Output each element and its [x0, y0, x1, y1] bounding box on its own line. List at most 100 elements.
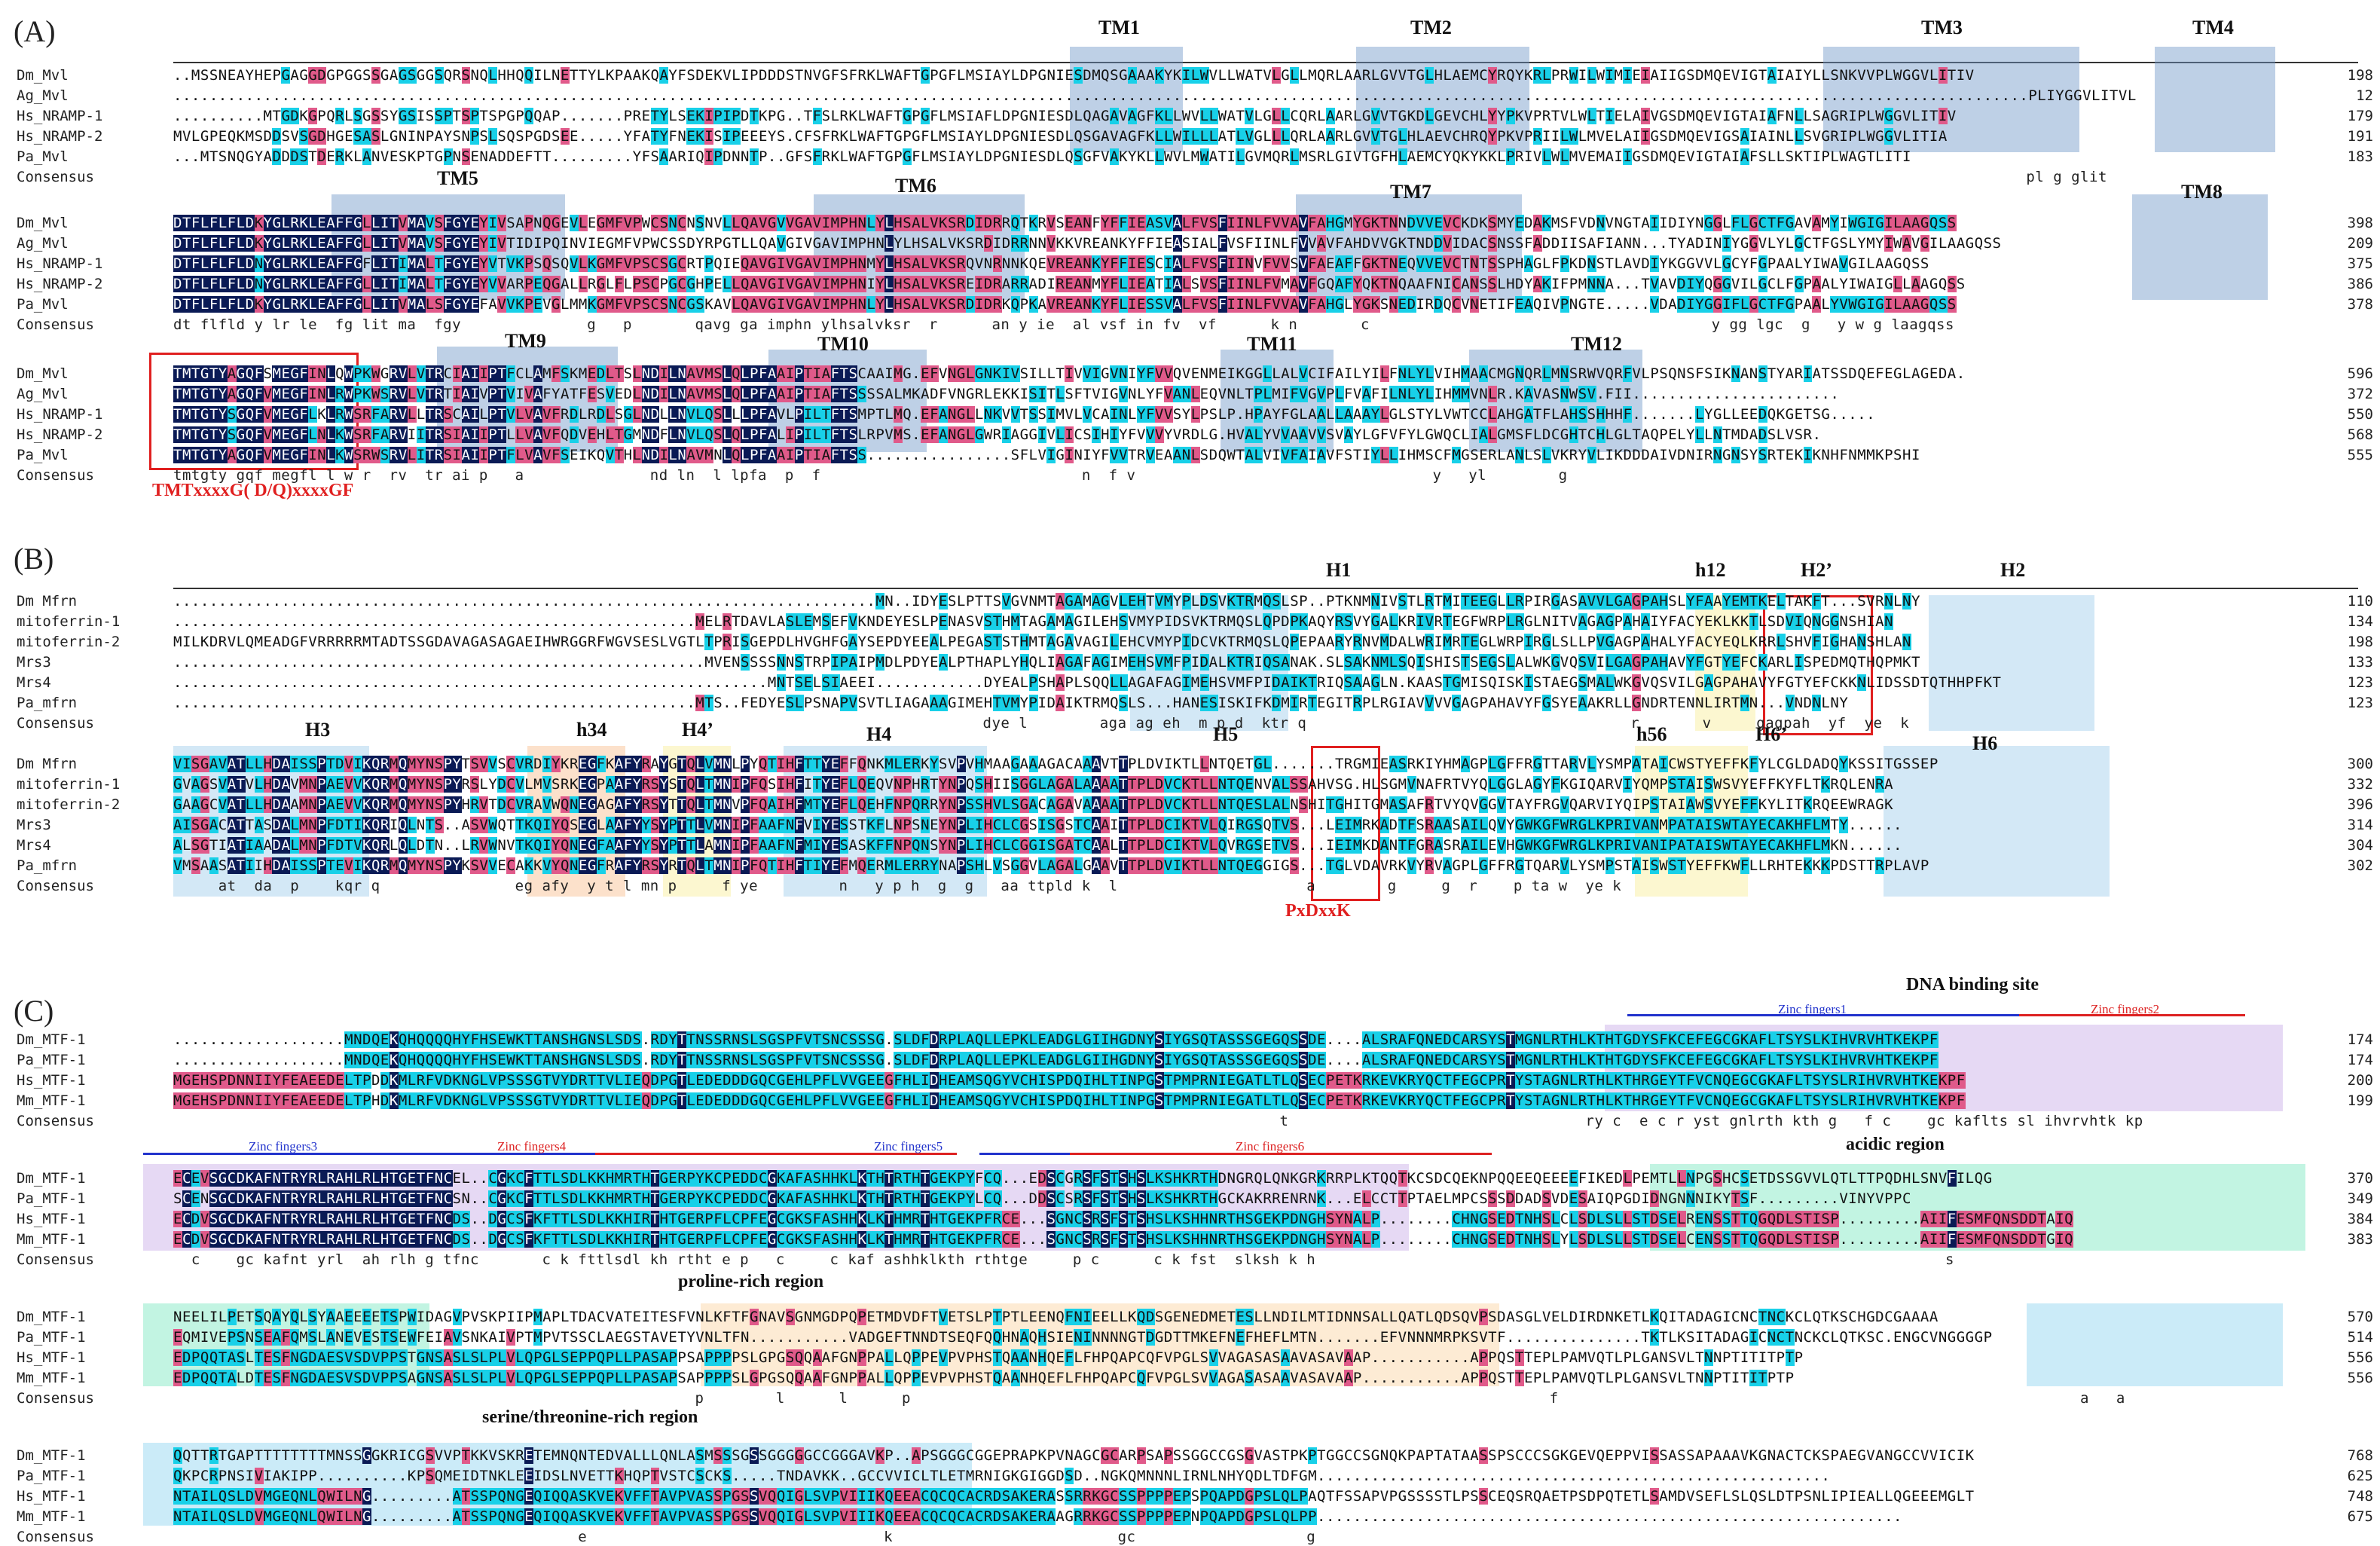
tm11-box	[1221, 350, 1334, 452]
tm1-label: TM1	[1098, 17, 1140, 38]
sequence-name: Ag_Mvl	[17, 87, 69, 104]
sequence-name: Consensus	[17, 316, 94, 333]
zinc4-line	[595, 1153, 957, 1155]
residue-count: 134	[2347, 613, 2373, 630]
residue-count: 398	[2347, 215, 2373, 231]
sequence-text: VISGAVATLLHDAISSPTDVIKQRMQMYNSPYTSVVSCVR…	[173, 756, 1939, 772]
sequence-row: Ag_Mvl..................................…	[0, 87, 2380, 105]
residue-count: 550	[2347, 406, 2373, 423]
residue-count: 314	[2347, 817, 2373, 833]
sequence-name: Hs_MTF-1	[17, 1211, 86, 1227]
sequence-text: NTAILQSLDVMGEQNLQWILNG.........ATSSPQNGE…	[173, 1508, 1902, 1525]
sequence-row: Hs_MTF-1 MGEHSPDNNIIYFEAEEDELTPDDKMLRFVDK…	[0, 1071, 2380, 1089]
proline-region-label: proline-rich region	[678, 1272, 824, 1291]
sequence-name: Consensus	[17, 1529, 94, 1545]
sequence-text: dt flfld y lr le fg lit ma fgy g p qavg …	[173, 316, 1954, 333]
residue-count: 748	[2347, 1488, 2373, 1505]
sequence-text: dye l aga ag eh m p d ktr q r v gagpah y…	[173, 715, 1910, 732]
zinc2-line	[2019, 1014, 2245, 1016]
sequence-text: tmtgty gqf megfl l w r rv tr ai p a nd l…	[173, 467, 1568, 484]
sequence-text: TMTGTYSGQFVMEGFLKLRWSRFARVLLTRSCAILPTVLV…	[173, 406, 1876, 423]
sequence-text: ........................................…	[173, 87, 2137, 104]
sequence-text: c gc kafnt yrl ah rlh g tfnc c k fttlsdl…	[173, 1251, 1954, 1268]
sequence-row: Hs_MTF-1 ECDVSGCDKAFNTRYRLRAHLRLHTGETFNCD…	[0, 1210, 2380, 1228]
panel-a-ruler	[173, 62, 2358, 63]
sequence-row: mitoferrin-2 GAAGCVATLLHDAAMNPAEVVKQRMQMY…	[0, 796, 2380, 814]
zinc6-label: Zinc fingers6	[1236, 1139, 1305, 1153]
residue-count: 396	[2347, 796, 2373, 813]
tm9-label: TM9	[505, 330, 546, 352]
residue-count: 123	[2347, 695, 2373, 711]
sequence-name: Dm_MTF-1	[17, 1170, 86, 1187]
panel-a-label: (A)	[14, 14, 56, 48]
tm3-label: TM3	[1921, 17, 1963, 38]
h34-label: h34	[576, 719, 607, 741]
sequence-name: Dm_Mvl	[17, 215, 69, 231]
sequence-text: pl g glit	[173, 169, 2107, 185]
sequence-text: TMTGTYAGQFSMEGFINLQWPKWGRVLVTRCIAIIPTFCL…	[173, 365, 1966, 382]
sequence-text: ALSGTIATIAADALMNPFDTVKQRLQLDTN..LRVWNVTK…	[173, 837, 1902, 854]
sequence-row: Pa_Mvl ...MTSNQGYADDDSTDERKLANVESKPTGPNSE…	[0, 148, 2380, 166]
sequence-name: Hs_NRAMP-1	[17, 108, 103, 124]
consensus-row: Consensus at da p kqr q eg afy y t l mn …	[0, 877, 2380, 895]
acidic-region-label: acidic region	[1846, 1135, 1945, 1154]
sequence-name: Dm_MTF-1	[17, 1309, 86, 1325]
h4prime-label: H4’	[682, 719, 713, 741]
residue-count: 200	[2347, 1072, 2373, 1089]
h2-box	[1929, 595, 2094, 731]
sequence-name: Consensus	[17, 169, 94, 185]
residue-count: 12	[2356, 87, 2373, 104]
sequence-name: Hs_MTF-1	[17, 1072, 86, 1089]
sequence-row: Dm_MTF-1 ECEVSGCDKAFNTRYRLRAHLRLHTGETFNCE…	[0, 1169, 2380, 1187]
sequence-name: Dm_MTF-1	[17, 1447, 86, 1464]
consensus-row: Consensus	[0, 168, 2380, 186]
sequence-name: Mm_MTF-1	[17, 1231, 86, 1248]
sequence-text: ........................................…	[173, 654, 1920, 671]
sequence-text: NTAILQSLDVMGEQNLQWILNG.........ATSSPQNGE…	[173, 1488, 1975, 1505]
sequence-name: mitoferrin-1	[17, 613, 121, 630]
sequence-name: Dm_MTF-1	[17, 1031, 86, 1048]
sequence-name: Hs_MTF-1	[17, 1349, 86, 1366]
residue-count: 174	[2347, 1052, 2373, 1068]
residue-count: 514	[2347, 1329, 2373, 1346]
sequence-text: AISGACATTASDALMNPFDTIKQRIQLNTS..ASVWQTTK…	[173, 817, 1902, 833]
tm3-box	[1823, 47, 2079, 152]
sequence-row: Pa_Mvl TMTGTYAGQFVMEGFINLKWSRWSRVLITRSIAI…	[0, 446, 2380, 464]
sequence-text: EQMIVEPSNSEAFQMSLANEVESTSEWFEIAVSNKAIVPT…	[173, 1329, 1993, 1346]
residue-count: 198	[2347, 634, 2373, 650]
sequence-text: GVAGSVATVLHDAVMNPAEVVKQRMQMYNSPYRSLYDCVL…	[173, 776, 1894, 793]
sequence-row: Hs_MTF-1 EDPQQTASLTESFNGDAESVSDVPPSTGNSAS…	[0, 1349, 2380, 1367]
sequence-row: Mm_MTF-1 ECDVSGCDKAFNTRYRLRAHLRLHTGETFNCD…	[0, 1230, 2380, 1248]
sequence-name: Pa_Mvl	[17, 148, 69, 165]
sequence-name: Pa_mfrn	[17, 695, 78, 711]
sequence-row: Hs_NRAMP-2 MVLGPEQKMSDDSVSGDHGESASLGNINPA…	[0, 127, 2380, 145]
consensus-row: Consensus c gc kafnt yrl ah rlh g tfnc c…	[0, 1251, 2380, 1269]
h56-label: h56	[1636, 723, 1667, 745]
sequence-text: MILKDRVLQMEADGFVRRRRRMTADTSSGDAVAGASAGAE…	[173, 634, 1911, 650]
sequence-name: Mm_MTF-1	[17, 1370, 86, 1386]
sequence-name: Dm Mfrn	[17, 756, 78, 772]
sequence-text: GAAGCVATLLHDAAMNPAEVVKQRMQMYNSPYHRVTDCVR…	[173, 796, 1894, 813]
residue-count: 570	[2347, 1309, 2373, 1325]
sequence-text: t ry c e c r yst gnlrth kth g f c gc kaf…	[173, 1113, 2143, 1129]
consensus-row: Consensus p l l p f	[0, 1389, 2380, 1407]
zinc5-label: Zinc fingers5	[874, 1139, 943, 1153]
residue-count: 556	[2347, 1370, 2373, 1386]
residue-count: 375	[2347, 255, 2373, 272]
h12-label: h12	[1695, 559, 1726, 581]
sequence-name: Ag_Mvl	[17, 386, 69, 402]
zinc2-label: Zinc fingers2	[2091, 1002, 2160, 1016]
sequence-name: Ag_Mvl	[17, 235, 69, 252]
sequence-name: Mm_MTF-1	[17, 1092, 86, 1109]
tm4-box	[2155, 47, 2275, 152]
sequence-row: Mrs3 AISGACATTASDALMNPFDTIKQRIQLNTS..ASVW…	[0, 816, 2380, 834]
h6-label: H6	[1972, 732, 1998, 754]
zinc6-line	[1070, 1153, 1492, 1155]
sequence-row: Pa_MTF-1 QKPCRPNSIVIAKIPP..........KPSQME…	[0, 1467, 2380, 1485]
sequence-name: Hs_NRAMP-1	[17, 406, 103, 423]
residue-count: 372	[2347, 386, 2373, 402]
residue-count: 191	[2347, 128, 2373, 145]
sequence-row: Hs_NRAMP-1 ..........MTGDKGPQRLSGSSYGSISS…	[0, 107, 2380, 125]
sequence-name: Mrs3	[17, 654, 51, 671]
consensus-row: Consensus e k gc g	[0, 1528, 2380, 1546]
